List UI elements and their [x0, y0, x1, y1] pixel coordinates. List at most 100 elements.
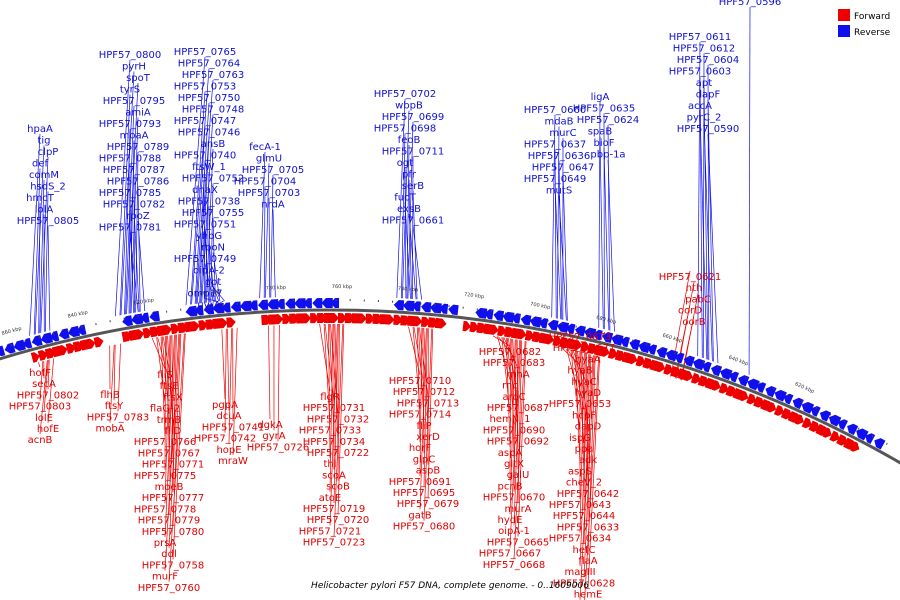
- gene-labels: hpaAtigclpPdefcomMhsdS_2hmcTlolAHPF57_08…: [9, 0, 781, 600]
- gene-label: HPF57_0665: [487, 537, 549, 548]
- gene-label: fucT: [394, 193, 416, 204]
- gene-label: HPF57_0805: [17, 216, 79, 227]
- forward-gene-arrow: [635, 355, 646, 367]
- leader-line: [516, 339, 519, 470]
- gene-label: hefC: [573, 545, 596, 556]
- leader-line: [587, 356, 600, 589]
- minor-tick: [24, 339, 27, 343]
- reverse-gene-arrow: [13, 339, 26, 352]
- gene-label: pbp-1a: [590, 150, 625, 161]
- gene-label: HPF57_0771: [142, 460, 204, 471]
- leader-line: [168, 335, 172, 482]
- gene-label: HPF57_0642: [557, 489, 619, 500]
- gene-label: hpaA: [27, 124, 53, 135]
- leader-line: [191, 68, 210, 305]
- forward-gene-arrow: [524, 330, 535, 341]
- gene-label: accA: [688, 101, 712, 112]
- reverse-gene-arrow: [692, 358, 706, 371]
- leader-line: [124, 128, 131, 315]
- gene-label: rnhA: [506, 369, 530, 380]
- leader-line: [115, 59, 131, 317]
- reverse-gene-arrow: [547, 319, 559, 331]
- forward-gene-arrow: [170, 323, 181, 335]
- reverse-gene-arrow: [49, 330, 60, 342]
- reverse-gene-arrow: [221, 302, 231, 313]
- forward-gene-arrow: [142, 327, 153, 339]
- leader-line: [333, 324, 344, 537]
- leader-line: [270, 174, 274, 298]
- forward-gene-arrow: [163, 324, 173, 336]
- leader-line: [554, 183, 562, 320]
- forward-gene-arrow: [718, 382, 729, 394]
- legend-reverse-label: Reverse: [854, 28, 891, 38]
- minor-tick: [773, 387, 775, 391]
- reverse-gene-arrow: [194, 305, 204, 316]
- gene-label: HPF57_0628: [553, 578, 615, 589]
- reverse-gene-arrow: [330, 298, 340, 309]
- gene-label: ispG: [569, 433, 591, 444]
- leader-line: [195, 102, 210, 304]
- gene-label: nrdA: [261, 200, 285, 211]
- gene-label: HPF57_0722: [307, 448, 369, 459]
- leader-line: [323, 323, 331, 425]
- reverse-gene-arrow: [212, 302, 225, 314]
- gene-label: HPF57_0635: [573, 104, 635, 115]
- gene-label: mraW: [218, 456, 248, 467]
- reverse-gene-arrow: [448, 304, 459, 316]
- gene-label: pyrH: [122, 62, 146, 73]
- gene-label: hydE: [498, 515, 523, 526]
- forward-gene-arrow: [690, 372, 702, 384]
- leader-line: [401, 133, 406, 299]
- gene-label: HPF57_0748: [182, 105, 244, 116]
- gene-label: HPF57_0711: [382, 147, 444, 158]
- gene-label: HPF57_0596: [719, 0, 781, 8]
- leader-line: [337, 324, 340, 481]
- leader-line: [419, 327, 423, 476]
- reverse-gene-arrow: [565, 323, 576, 335]
- reverse-gene-arrow: [439, 303, 449, 315]
- gene-label: HPF57_0690: [483, 425, 545, 436]
- reverse-gene-arrow: [502, 311, 515, 323]
- leader-line: [329, 324, 338, 526]
- leader-line: [554, 149, 557, 319]
- gene-label: magIII: [564, 567, 595, 578]
- minor-tick: [38, 336, 41, 339]
- leader-line: [402, 110, 410, 299]
- gene-label: HPF57_0747: [174, 116, 236, 127]
- reverse-gene-arrow: [140, 312, 150, 323]
- leader-line: [160, 336, 166, 437]
- forward-gene-arrow: [358, 313, 367, 324]
- tick-label: 740 kbp: [398, 286, 419, 293]
- forward-gene-arrow: [780, 407, 793, 420]
- minor-tick: [10, 343, 12, 347]
- leader-line: [408, 179, 412, 299]
- gene-label: HPF57_0775: [134, 471, 196, 482]
- leader-line: [417, 327, 421, 443]
- gene-label: galU: [507, 470, 530, 481]
- gene-label: comM: [29, 170, 59, 181]
- gene-label: ppa: [575, 444, 594, 455]
- gene-label: HPF57_0621: [659, 272, 721, 283]
- minor-tick: [716, 366, 719, 369]
- reverse-gene-arrow: [285, 298, 296, 309]
- gene-label: HPF57_0719: [303, 504, 365, 515]
- tick-label: 660 kbp: [662, 333, 683, 345]
- gene-label: HPF57_0691: [389, 477, 451, 488]
- gene-label: flhB: [100, 390, 120, 401]
- leader-line: [707, 99, 714, 362]
- forward-gene-arrow: [462, 320, 471, 332]
- leader-line: [570, 350, 581, 432]
- gene-label: HPF57_0763: [182, 70, 244, 81]
- gene-label: dapD: [575, 422, 602, 433]
- gene-label: HPF57_0755: [182, 208, 244, 219]
- forward-gene-arrow: [739, 390, 749, 402]
- gene-label: glpC: [413, 454, 435, 465]
- forward-gene-arrow: [282, 313, 292, 324]
- reverse-gene-arrow: [738, 375, 750, 387]
- gene-label: ligA: [591, 92, 610, 103]
- gene-label: HPF57_0783: [87, 412, 149, 423]
- minor-tick: [885, 442, 888, 445]
- gene-label: spaB: [588, 127, 613, 138]
